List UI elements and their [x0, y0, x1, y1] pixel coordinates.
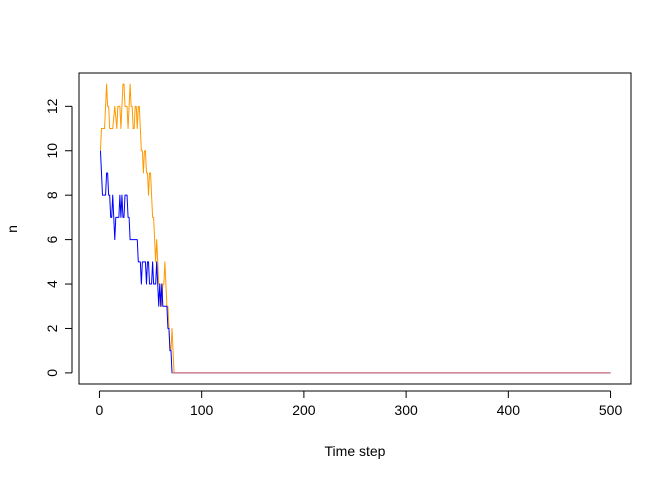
y-tick-label: 10	[44, 143, 60, 159]
x-tick-label: 200	[292, 402, 316, 418]
y-tick-label: 2	[44, 324, 60, 332]
series-line-2	[99, 150, 611, 374]
y-tick-label: 12	[44, 98, 60, 114]
series-layer	[99, 83, 611, 374]
y-axis-label: n	[4, 225, 20, 233]
x-tick-label: 100	[190, 402, 214, 418]
y-tick-label: 4	[44, 280, 60, 288]
plot-box	[78, 72, 632, 385]
series-line-1	[99, 83, 611, 374]
y-tick-label: 6	[44, 236, 60, 244]
y-tick-label: 8	[44, 191, 60, 199]
y-axis: 0 2 4 6 8 10 12	[44, 98, 73, 377]
y-tick-label: 0	[44, 369, 60, 377]
x-tick-label: 0	[96, 402, 104, 418]
x-axis-label: Time step	[325, 443, 386, 459]
x-tick-label: 400	[497, 402, 521, 418]
x-axis: 0 100 200 300 400 500	[96, 390, 623, 418]
x-tick-label: 500	[599, 402, 623, 418]
x-tick-label: 300	[394, 402, 418, 418]
